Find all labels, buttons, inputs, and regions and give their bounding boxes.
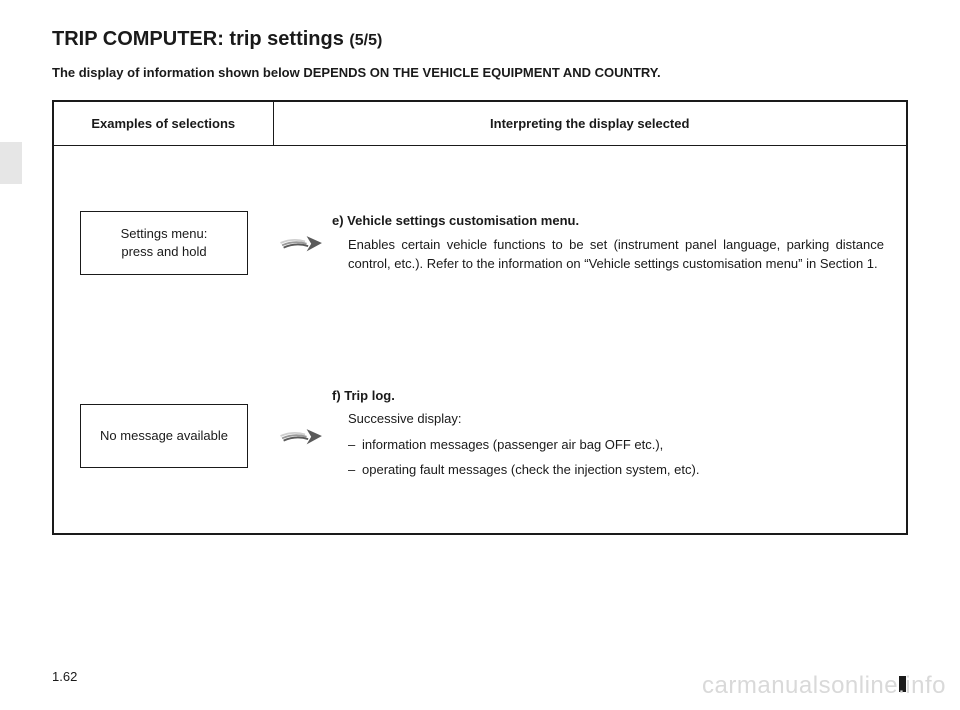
table-body: Settings menu: press and hold — [53, 146, 907, 534]
table-row: Settings menu: press and hold — [54, 146, 906, 339]
settings-table: Examples of selections Interpreting the … — [52, 100, 908, 535]
arrow-cell — [274, 423, 330, 449]
page-title: TRIP COMPUTER: trip settings (5/5) — [52, 28, 908, 51]
table-row: No message available — [54, 339, 906, 532]
dependency-note: The display of information shown below D… — [52, 65, 908, 80]
display-text: Settings menu: press and hold — [121, 225, 208, 260]
display-box-no-message: No message available — [80, 404, 248, 468]
arrow-icon — [279, 423, 325, 449]
side-tab — [0, 142, 22, 184]
manual-page: TRIP COMPUTER: trip settings (5/5) The d… — [0, 0, 960, 710]
col-header-selections: Examples of selections — [53, 101, 273, 146]
selection-cell: Settings menu: press and hold — [54, 211, 274, 275]
watermark-text: carmanualsonline.info — [702, 672, 946, 700]
bullet-list: information messages (passenger air bag … — [332, 435, 884, 480]
item-label: f) Trip log. — [332, 386, 884, 406]
list-item: operating fault messages (check the inje… — [348, 460, 884, 480]
item-body: Enables certain vehicle functions to be … — [332, 235, 884, 274]
arrow-cell — [274, 230, 330, 256]
title-sub: (5/5) — [349, 32, 382, 49]
page-number: 1.62 — [52, 669, 77, 684]
description-cell: e) Vehicle settings customisation menu. … — [330, 193, 906, 292]
description-cell: f) Trip log. Successive display: informa… — [330, 368, 906, 504]
display-text: No message available — [100, 427, 228, 445]
arrow-icon — [279, 230, 325, 256]
item-label: e) Vehicle settings customisation menu. — [332, 211, 884, 231]
col-header-interpreting: Interpreting the display selected — [273, 101, 907, 146]
display-box-settings-menu: Settings menu: press and hold — [80, 211, 248, 275]
item-body: Successive display: — [332, 409, 884, 429]
title-main: TRIP COMPUTER: trip settings — [52, 28, 349, 50]
list-item: information messages (passenger air bag … — [348, 435, 884, 455]
selection-cell: No message available — [54, 404, 274, 468]
